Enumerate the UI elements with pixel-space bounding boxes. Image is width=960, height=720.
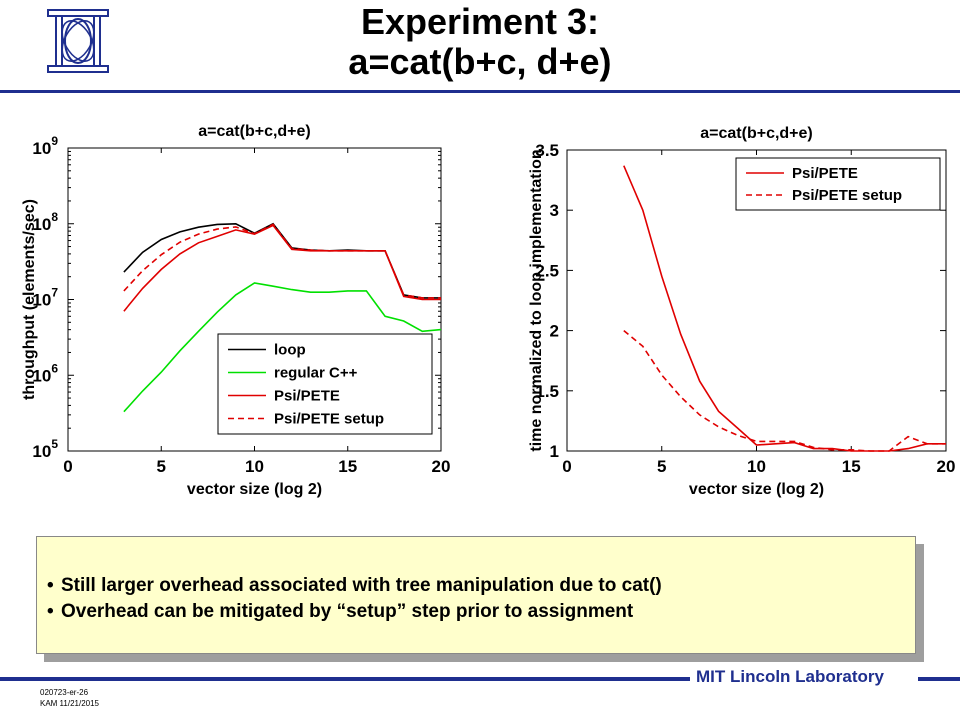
y-axis-label: throughput (elements/sec) xyxy=(21,199,38,400)
y-tick-label: 106 xyxy=(32,361,58,385)
slide-title-line2: a=cat(b+c, d+e) xyxy=(348,41,612,82)
bullet-item: • Still larger overhead associated with t… xyxy=(47,575,662,596)
chart-title: a=cat(b+c,d+e) xyxy=(700,125,813,142)
legend-label: regular C++ xyxy=(274,365,358,382)
y-axis-label: time normalized to loop implementation xyxy=(528,149,545,451)
footer-lab-name: MIT Lincoln Laboratory xyxy=(696,667,884,686)
y-tick-label: 107 xyxy=(32,286,58,310)
footer-code: 020723-er-26 xyxy=(40,688,89,697)
y-tick-label: 3 xyxy=(550,201,559,220)
footer-author-date: KAM 11/21/2015 xyxy=(40,699,100,708)
bullet-text: Still larger overhead associated with tr… xyxy=(61,575,662,596)
legend-label: Psi/PETE setup xyxy=(792,187,902,204)
x-tick-label: 20 xyxy=(937,457,955,476)
legend-label: Psi/PETE xyxy=(792,165,858,182)
y-tick-label: 105 xyxy=(32,437,58,461)
chart-title: a=cat(b+c,d+e) xyxy=(198,123,311,140)
y-tick-label: 2.5 xyxy=(535,261,559,280)
footer-rule-right xyxy=(918,677,960,681)
y-tick-label: 1.5 xyxy=(535,382,559,401)
legend-label: loop xyxy=(274,342,306,359)
x-tick-label: 0 xyxy=(562,457,571,476)
normalized-time-chart: a=cat(b+c,d+e) 0 5 10 15 20 vector size (log 2… xyxy=(528,125,955,498)
x-tick-label: 15 xyxy=(842,457,861,476)
x-tick-label: 5 xyxy=(657,457,666,476)
y-tick-label: 108 xyxy=(32,210,58,234)
lincoln-lab-logo-icon xyxy=(47,9,109,73)
slide-title-line1: Experiment 3: xyxy=(360,1,600,42)
legend-label: Psi/PETE xyxy=(274,388,340,405)
x-tick-label: 0 xyxy=(63,457,72,476)
y-tick-label: 109 xyxy=(32,134,58,158)
bullet-item: • Overhead can be mitigated by “setup” st… xyxy=(47,601,634,622)
x-tick-label: 20 xyxy=(432,457,451,476)
series-line xyxy=(123,223,441,299)
x-tick-label: 10 xyxy=(747,457,766,476)
legend-label: Psi/PETE setup xyxy=(274,411,384,428)
bullet-text: Overhead can be mitigated by “setup” ste… xyxy=(61,601,634,622)
series-line xyxy=(623,329,946,452)
legend-box xyxy=(735,157,941,211)
x-axis-label: vector size (log 2) xyxy=(187,481,322,498)
header-rule xyxy=(0,90,960,93)
x-axis-label: vector size (log 2) xyxy=(689,481,824,498)
y-tick-label: 1 xyxy=(550,442,559,461)
y-tick-label: 2 xyxy=(550,322,559,341)
x-tick-label: 5 xyxy=(157,457,166,476)
footer-rule-left xyxy=(0,677,690,681)
x-tick-label: 15 xyxy=(338,457,357,476)
series-line xyxy=(623,165,946,452)
y-tick-label: 3.5 xyxy=(535,141,559,160)
throughput-chart: a=cat(b+c,d+e) 0 5 10 15 20 vector size (log 2… xyxy=(21,123,451,498)
series-line xyxy=(123,282,442,413)
x-tick-label: 10 xyxy=(245,457,264,476)
callout-box: • Still larger overhead associated with t… xyxy=(36,536,916,654)
legend-box xyxy=(217,333,433,435)
